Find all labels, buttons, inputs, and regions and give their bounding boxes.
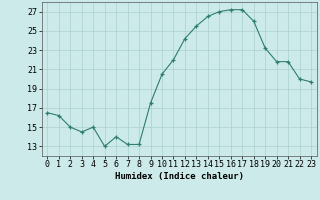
- X-axis label: Humidex (Indice chaleur): Humidex (Indice chaleur): [115, 172, 244, 181]
